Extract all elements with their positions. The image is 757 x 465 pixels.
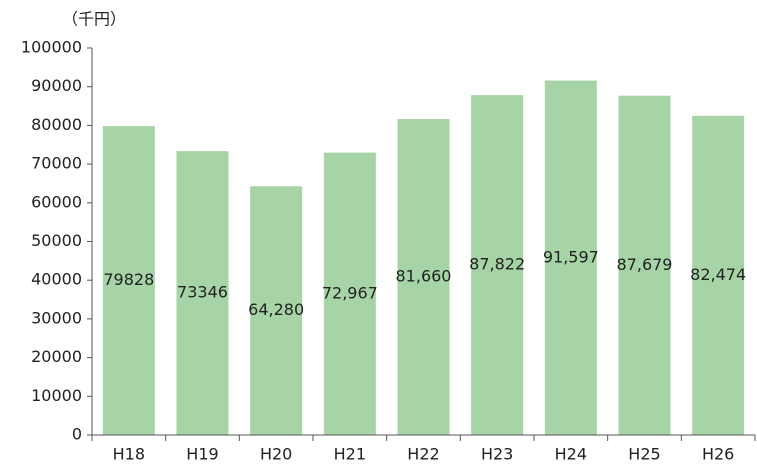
x-tick-label: H26 bbox=[702, 445, 734, 464]
bar bbox=[471, 95, 524, 436]
y-tick-label: 100000 bbox=[21, 38, 82, 57]
x-tick-label: H23 bbox=[481, 445, 513, 464]
x-tick-label: H25 bbox=[628, 445, 660, 464]
bar bbox=[544, 80, 597, 436]
data-label: 79828 bbox=[103, 270, 154, 289]
x-tick-label: H22 bbox=[407, 445, 439, 464]
bar bbox=[102, 126, 155, 435]
data-label: 72,967 bbox=[322, 283, 378, 302]
y-axis-label: （千円） bbox=[62, 10, 126, 29]
x-tick-label: H24 bbox=[555, 445, 587, 464]
data-label: 87,822 bbox=[469, 255, 525, 274]
y-tick-label: 90000 bbox=[31, 76, 82, 95]
bar bbox=[692, 115, 745, 435]
data-label: 64,280 bbox=[248, 300, 304, 319]
bar bbox=[176, 151, 229, 435]
y-tick-label: 80000 bbox=[31, 115, 82, 134]
y-tick-label: 30000 bbox=[31, 308, 82, 327]
x-tick-label: H18 bbox=[113, 445, 145, 464]
y-tick-label: 60000 bbox=[31, 192, 82, 211]
data-label: 82,474 bbox=[690, 265, 746, 284]
x-tick-label: H19 bbox=[186, 445, 218, 464]
data-label: 81,660 bbox=[396, 266, 452, 285]
x-tick-label: H21 bbox=[334, 445, 366, 464]
y-tick-label: 40000 bbox=[31, 270, 82, 289]
y-tick-label: 70000 bbox=[31, 154, 82, 173]
data-label: 91,597 bbox=[543, 247, 599, 266]
y-tick-label: 10000 bbox=[31, 386, 82, 405]
y-tick-label: 20000 bbox=[31, 347, 82, 366]
bar bbox=[397, 118, 450, 435]
bar bbox=[618, 95, 671, 436]
y-tick-label: 0 bbox=[72, 425, 82, 444]
bar bbox=[250, 186, 303, 435]
data-label: 73346 bbox=[177, 283, 228, 302]
x-tick-label: H20 bbox=[260, 445, 292, 464]
bar bbox=[323, 152, 376, 435]
y-tick-label: 50000 bbox=[31, 231, 82, 250]
data-label: 87,679 bbox=[617, 255, 673, 274]
